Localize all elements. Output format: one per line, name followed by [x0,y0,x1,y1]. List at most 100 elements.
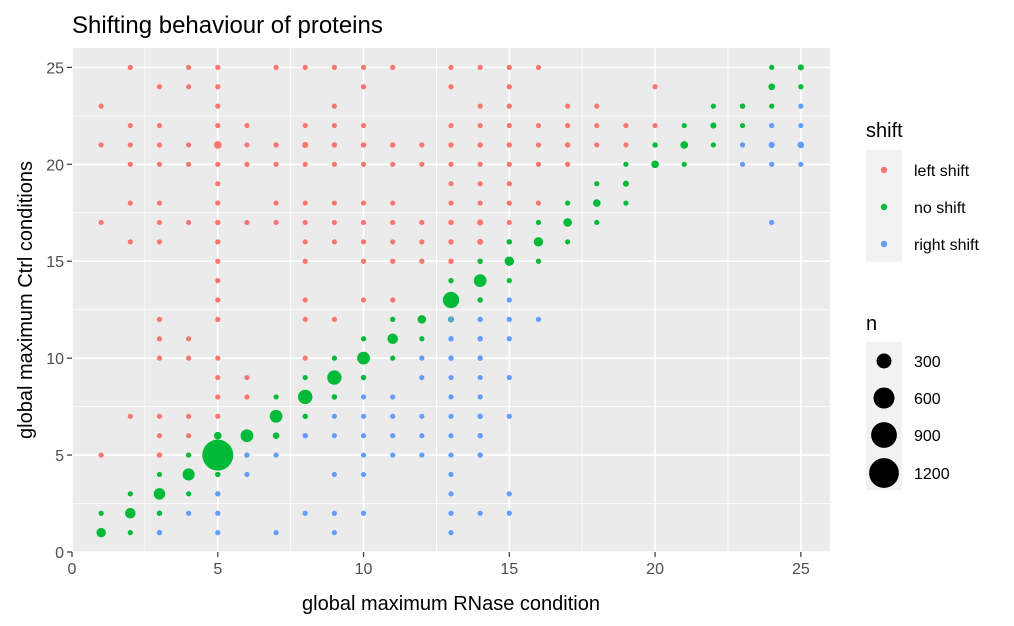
data-point [156,84,163,90]
data-point [477,297,483,303]
data-point [331,394,338,400]
data-point [273,64,279,70]
legend-key-left-shift [880,166,888,174]
x-tick-label: 10 [355,561,373,578]
data-point [244,219,250,226]
x-tick-label: 15 [500,561,518,578]
legend-label-no-shift: no shift [914,200,966,217]
data-point [273,161,279,167]
data-point [477,452,483,458]
data-point [506,103,512,109]
data-point [273,530,279,536]
x-axis-ticks: 0 5 10 15 20 25 [68,552,810,578]
data-point [768,141,775,148]
data-point [506,413,512,419]
data-point [594,122,600,129]
data-point [98,510,104,516]
data-point [448,530,454,536]
data-point [127,413,133,419]
data-point [186,336,192,342]
data-point [594,181,600,187]
data-point [477,510,483,516]
data-point [477,219,484,226]
data-point [360,219,367,226]
data-point [387,333,398,345]
data-point [390,433,396,439]
data-point [244,374,250,381]
data-point [798,84,804,90]
data-point [269,409,283,423]
data-point [244,122,250,129]
data-point [448,355,454,361]
data-point [331,64,337,70]
data-point [153,488,166,500]
data-point [769,103,775,109]
data-point [331,413,337,419]
data-point [215,103,221,109]
data-point [360,510,367,516]
data-point [592,199,601,207]
data-point [565,103,571,109]
size-legend-key [876,353,892,369]
data-point [768,83,776,91]
data-point [477,161,483,167]
data-point [681,122,687,129]
data-point [448,181,454,187]
data-point [215,355,221,361]
data-point [565,161,571,167]
data-point [477,64,483,70]
data-point [244,471,250,478]
data-point [535,64,542,70]
data-point [506,64,512,70]
data-point [360,239,367,245]
data-point [240,429,254,443]
data-point [215,181,221,187]
data-point [797,64,804,71]
data-point [182,468,195,481]
data-point [477,355,483,361]
data-point [302,219,308,226]
data-point [272,432,280,440]
data-point [215,84,221,90]
data-point [302,200,308,206]
data-point [360,452,367,458]
data-point [419,355,425,361]
data-point [215,200,221,206]
data-point [390,316,396,322]
data-point [448,374,454,381]
data-point [302,297,308,303]
data-point [331,239,337,245]
data-point [156,239,163,245]
data-point [302,64,308,70]
data-point [448,122,454,129]
data-point [215,161,221,167]
data-point [535,219,542,226]
data-point [360,64,367,70]
data-point [244,161,250,167]
chart-title: Shifting behaviour of proteins [72,12,383,39]
data-point [302,122,308,129]
data-point [390,258,396,264]
data-point [125,507,136,519]
data-point [186,161,192,167]
data-point [798,161,804,167]
data-point [302,355,308,361]
data-point [156,530,163,536]
data-point [298,389,313,405]
data-point [360,336,367,342]
data-point [506,122,512,129]
data-point [156,316,163,322]
size-legend-key [869,458,899,488]
n-legend-title: n [866,313,877,335]
series-right-shift [156,103,805,536]
data-point [710,103,716,109]
data-point [506,491,512,497]
data-point [448,84,454,90]
data-point [652,142,658,148]
data-point [710,122,717,129]
data-point [331,200,337,206]
data-point [127,491,133,497]
data-point [215,491,221,497]
data-point [448,316,454,322]
x-tick-label: 25 [792,561,810,578]
